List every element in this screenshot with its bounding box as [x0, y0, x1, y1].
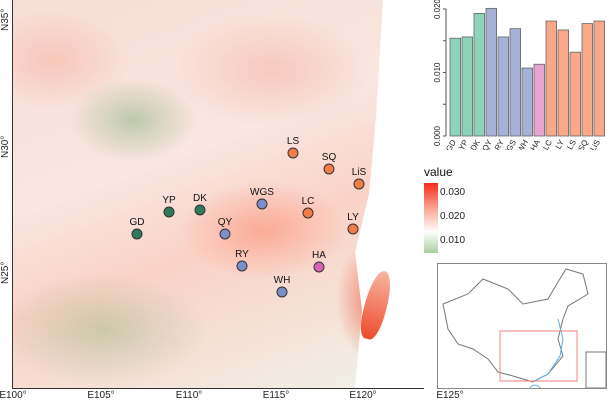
x-tick-label: E115°: [262, 390, 290, 401]
site-point-LiS: [353, 178, 365, 190]
site-label: LY: [347, 212, 359, 223]
x-tick-label: E105°: [87, 390, 115, 401]
legend-label: 0.010: [440, 235, 466, 246]
bar-x-tick-label: YP: [457, 138, 470, 150]
site-label: LC: [301, 196, 315, 207]
x-tick-label: E100°: [0, 390, 27, 401]
bar-GD: [449, 37, 462, 137]
bar-y-tick-label: 0.010: [433, 62, 442, 83]
site-label: YP: [162, 195, 176, 206]
bar-x-tick-label: WGS: [501, 138, 518, 150]
bar-LC: [545, 20, 558, 137]
site-label: WGS: [250, 187, 274, 198]
china-outline: [442, 268, 607, 394]
bar-QY: [485, 7, 498, 137]
legend-title: value: [424, 165, 453, 179]
bar-RY: [497, 36, 510, 137]
site-label: DK: [193, 193, 207, 204]
site-point-RY: [236, 260, 248, 272]
bar-LS: [569, 51, 582, 137]
bar-y-tick-label: 0.000: [433, 125, 442, 146]
site-point-YP: [163, 206, 175, 218]
site-point-QY: [219, 228, 231, 240]
bar-LiS: [593, 20, 606, 137]
bar-x-tick-label: LiS: [588, 138, 602, 150]
site-point-DK: [194, 204, 206, 216]
bar-HA: [533, 63, 546, 137]
bar-x-tick-label: HA: [529, 138, 543, 150]
bar-x-tick-label: LS: [565, 138, 578, 150]
legend-label: 0.030: [440, 187, 466, 198]
site-label: RY: [235, 249, 249, 260]
bar-x-tick-label: SQ: [576, 138, 590, 150]
heat-map: [13, 0, 425, 388]
legend-label: 0.020: [440, 211, 466, 222]
x-tick-label: E125°: [436, 390, 464, 401]
y-tick-label: N35°: [0, 5, 12, 35]
legend-colorbar: [424, 183, 438, 253]
x-tick-label: E110°: [175, 390, 203, 401]
site-label: LS: [286, 136, 300, 147]
x-tick-label: E120°: [349, 390, 377, 401]
site-label: GD: [129, 217, 145, 228]
y-tick-label: N30°: [0, 132, 12, 162]
bar-x-tick-label: LC: [541, 138, 554, 150]
bar-x-tick-label: LY: [554, 138, 567, 150]
bar-SQ: [581, 23, 594, 137]
site-label: WH: [273, 275, 291, 286]
site-label: LiS: [351, 167, 367, 178]
bar-x-tick-label: GD: [444, 138, 458, 150]
bar-y-tick-label: 0.020: [433, 0, 442, 19]
site-label: SQ: [321, 152, 337, 163]
bar-WGS: [509, 28, 522, 137]
site-point-WGS: [256, 198, 268, 210]
china-inset-map: [437, 263, 607, 394]
color-legend: value 0.030 0.020 0.010: [424, 165, 465, 253]
site-point-SQ: [323, 163, 335, 175]
site-point-LC: [302, 207, 314, 219]
site-point-LY: [347, 223, 359, 235]
site-point-LS: [287, 147, 299, 159]
bar-WH: [521, 67, 534, 137]
bar-YP: [461, 36, 474, 137]
site-point-HA: [313, 261, 325, 273]
bar-x-tick-label: WH: [516, 138, 531, 150]
y-axis: [12, 0, 13, 389]
site-point-GD: [131, 228, 143, 240]
site-label: HA: [312, 250, 326, 261]
y-tick-label: N25°: [0, 258, 12, 288]
bar-DK: [473, 13, 486, 137]
site-point-WH: [276, 286, 288, 298]
bar-LY: [557, 29, 570, 137]
x-axis: [12, 388, 424, 389]
site-label: QY: [217, 217, 233, 228]
